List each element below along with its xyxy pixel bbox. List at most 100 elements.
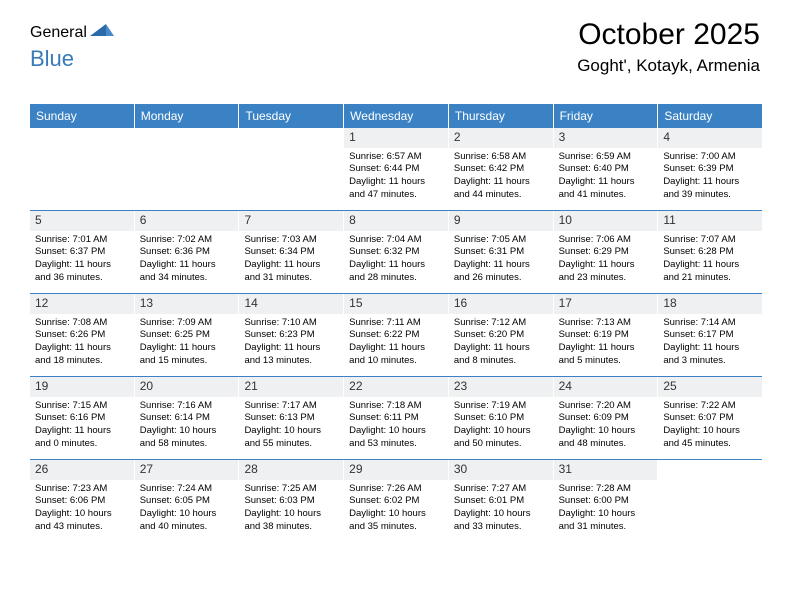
day-body: Sunrise: 7:26 AMSunset: 6:02 PMDaylight:…: [344, 480, 448, 540]
day-number: 12: [30, 294, 134, 314]
logo-triangle-icon: [90, 24, 106, 36]
day-body: Sunrise: 7:04 AMSunset: 6:32 PMDaylight:…: [344, 231, 448, 291]
day-cell: 15Sunrise: 7:11 AMSunset: 6:22 PMDayligh…: [344, 294, 449, 376]
day-cell: 27Sunrise: 7:24 AMSunset: 6:05 PMDayligh…: [135, 460, 240, 542]
day-cell: 26Sunrise: 7:23 AMSunset: 6:06 PMDayligh…: [30, 460, 135, 542]
day-body: Sunrise: 7:10 AMSunset: 6:23 PMDaylight:…: [239, 314, 343, 374]
day-body: Sunrise: 7:23 AMSunset: 6:06 PMDaylight:…: [30, 480, 134, 540]
empty-cell: [658, 460, 762, 542]
day-number: 21: [239, 377, 343, 397]
day-number: 11: [658, 211, 762, 231]
weeks-container: 1Sunrise: 6:57 AMSunset: 6:44 PMDaylight…: [30, 128, 762, 542]
day-cell: 10Sunrise: 7:06 AMSunset: 6:29 PMDayligh…: [554, 211, 659, 293]
empty-cell: [30, 128, 135, 210]
week-row: 1Sunrise: 6:57 AMSunset: 6:44 PMDaylight…: [30, 128, 762, 210]
logo-text-general: General: [30, 24, 87, 42]
header-right: October 2025 Goght', Kotayk, Armenia: [577, 18, 760, 76]
day-body: Sunrise: 7:00 AMSunset: 6:39 PMDaylight:…: [658, 148, 762, 208]
day-body: Sunrise: 7:06 AMSunset: 6:29 PMDaylight:…: [554, 231, 658, 291]
day-body: Sunrise: 7:27 AMSunset: 6:01 PMDaylight:…: [449, 480, 553, 540]
day-body: Sunrise: 7:13 AMSunset: 6:19 PMDaylight:…: [554, 314, 658, 374]
day-header: Wednesday: [344, 104, 449, 128]
day-number: 5: [30, 211, 134, 231]
month-title: October 2025: [577, 18, 760, 52]
day-number: 2: [449, 128, 553, 148]
day-cell: 17Sunrise: 7:13 AMSunset: 6:19 PMDayligh…: [554, 294, 659, 376]
day-number: 1: [344, 128, 448, 148]
day-cell: 22Sunrise: 7:18 AMSunset: 6:11 PMDayligh…: [344, 377, 449, 459]
day-cell: 12Sunrise: 7:08 AMSunset: 6:26 PMDayligh…: [30, 294, 135, 376]
day-cell: 25Sunrise: 7:22 AMSunset: 6:07 PMDayligh…: [658, 377, 762, 459]
day-number: 31: [554, 460, 658, 480]
week-row: 26Sunrise: 7:23 AMSunset: 6:06 PMDayligh…: [30, 459, 762, 542]
day-cell: 8Sunrise: 7:04 AMSunset: 6:32 PMDaylight…: [344, 211, 449, 293]
day-body: Sunrise: 7:11 AMSunset: 6:22 PMDaylight:…: [344, 314, 448, 374]
day-cell: 29Sunrise: 7:26 AMSunset: 6:02 PMDayligh…: [344, 460, 449, 542]
day-body: Sunrise: 7:25 AMSunset: 6:03 PMDaylight:…: [239, 480, 343, 540]
day-cell: 7Sunrise: 7:03 AMSunset: 6:34 PMDaylight…: [239, 211, 344, 293]
day-number: 27: [135, 460, 239, 480]
day-header-row: SundayMondayTuesdayWednesdayThursdayFrid…: [30, 104, 762, 128]
day-body: Sunrise: 7:08 AMSunset: 6:26 PMDaylight:…: [30, 314, 134, 374]
day-cell: 14Sunrise: 7:10 AMSunset: 6:23 PMDayligh…: [239, 294, 344, 376]
day-number: 23: [449, 377, 553, 397]
week-row: 5Sunrise: 7:01 AMSunset: 6:37 PMDaylight…: [30, 210, 762, 293]
day-cell: 2Sunrise: 6:58 AMSunset: 6:42 PMDaylight…: [449, 128, 554, 210]
day-body: Sunrise: 7:02 AMSunset: 6:36 PMDaylight:…: [135, 231, 239, 291]
day-number: 20: [135, 377, 239, 397]
day-number: 24: [554, 377, 658, 397]
day-body: Sunrise: 6:59 AMSunset: 6:40 PMDaylight:…: [554, 148, 658, 208]
empty-cell: [135, 128, 240, 210]
day-number: 13: [135, 294, 239, 314]
day-body: Sunrise: 7:03 AMSunset: 6:34 PMDaylight:…: [239, 231, 343, 291]
day-number: 3: [554, 128, 658, 148]
day-body: Sunrise: 7:20 AMSunset: 6:09 PMDaylight:…: [554, 397, 658, 457]
calendar: SundayMondayTuesdayWednesdayThursdayFrid…: [30, 104, 762, 542]
day-cell: 6Sunrise: 7:02 AMSunset: 6:36 PMDaylight…: [135, 211, 240, 293]
day-body: Sunrise: 7:14 AMSunset: 6:17 PMDaylight:…: [658, 314, 762, 374]
day-body: Sunrise: 6:57 AMSunset: 6:44 PMDaylight:…: [344, 148, 448, 208]
day-cell: 11Sunrise: 7:07 AMSunset: 6:28 PMDayligh…: [658, 211, 762, 293]
day-number: 29: [344, 460, 448, 480]
day-body: Sunrise: 7:12 AMSunset: 6:20 PMDaylight:…: [449, 314, 553, 374]
day-cell: 13Sunrise: 7:09 AMSunset: 6:25 PMDayligh…: [135, 294, 240, 376]
day-body: Sunrise: 7:19 AMSunset: 6:10 PMDaylight:…: [449, 397, 553, 457]
day-number: 19: [30, 377, 134, 397]
day-cell: 21Sunrise: 7:17 AMSunset: 6:13 PMDayligh…: [239, 377, 344, 459]
day-body: Sunrise: 7:17 AMSunset: 6:13 PMDaylight:…: [239, 397, 343, 457]
day-cell: 1Sunrise: 6:57 AMSunset: 6:44 PMDaylight…: [344, 128, 449, 210]
day-header: Tuesday: [239, 104, 344, 128]
day-cell: 20Sunrise: 7:16 AMSunset: 6:14 PMDayligh…: [135, 377, 240, 459]
week-row: 19Sunrise: 7:15 AMSunset: 6:16 PMDayligh…: [30, 376, 762, 459]
day-cell: 30Sunrise: 7:27 AMSunset: 6:01 PMDayligh…: [449, 460, 554, 542]
logo-text-blue-wrap: Blue: [30, 46, 74, 72]
day-body: Sunrise: 7:16 AMSunset: 6:14 PMDaylight:…: [135, 397, 239, 457]
day-number: 26: [30, 460, 134, 480]
day-number: 30: [449, 460, 553, 480]
day-number: 25: [658, 377, 762, 397]
day-cell: 9Sunrise: 7:05 AMSunset: 6:31 PMDaylight…: [449, 211, 554, 293]
day-cell: 18Sunrise: 7:14 AMSunset: 6:17 PMDayligh…: [658, 294, 762, 376]
day-body: Sunrise: 7:18 AMSunset: 6:11 PMDaylight:…: [344, 397, 448, 457]
day-cell: 4Sunrise: 7:00 AMSunset: 6:39 PMDaylight…: [658, 128, 762, 210]
day-cell: 16Sunrise: 7:12 AMSunset: 6:20 PMDayligh…: [449, 294, 554, 376]
day-number: 10: [554, 211, 658, 231]
day-cell: 23Sunrise: 7:19 AMSunset: 6:10 PMDayligh…: [449, 377, 554, 459]
logo: General: [30, 24, 114, 42]
day-number: 22: [344, 377, 448, 397]
day-body: Sunrise: 7:24 AMSunset: 6:05 PMDaylight:…: [135, 480, 239, 540]
day-number: 6: [135, 211, 239, 231]
day-cell: 28Sunrise: 7:25 AMSunset: 6:03 PMDayligh…: [239, 460, 344, 542]
logo-text-blue: Blue: [30, 46, 74, 71]
day-body: Sunrise: 7:01 AMSunset: 6:37 PMDaylight:…: [30, 231, 134, 291]
day-number: 18: [658, 294, 762, 314]
empty-cell: [239, 128, 344, 210]
day-number: 28: [239, 460, 343, 480]
day-number: 17: [554, 294, 658, 314]
day-cell: 31Sunrise: 7:28 AMSunset: 6:00 PMDayligh…: [554, 460, 659, 542]
day-number: 15: [344, 294, 448, 314]
day-header: Sunday: [30, 104, 135, 128]
day-body: Sunrise: 7:22 AMSunset: 6:07 PMDaylight:…: [658, 397, 762, 457]
week-row: 12Sunrise: 7:08 AMSunset: 6:26 PMDayligh…: [30, 293, 762, 376]
day-number: 7: [239, 211, 343, 231]
